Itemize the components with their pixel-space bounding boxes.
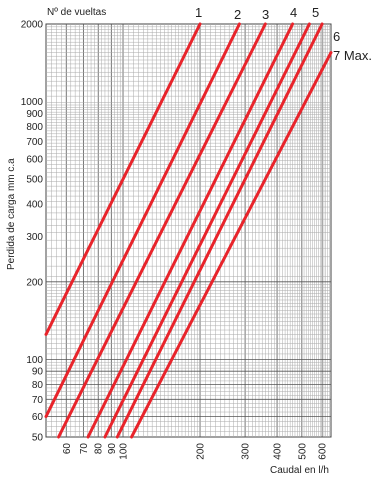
y-tick-label: 90	[32, 367, 44, 378]
x-tick-label: 80	[94, 443, 105, 455]
x-tick-label: 300	[241, 443, 252, 460]
series-line-2	[44, 22, 241, 419]
x-tick-label: 500	[297, 443, 308, 460]
y-tick-label: 600	[26, 154, 43, 165]
x-tick-labels: 60 70 80 90 100 200 300 400 500 600	[62, 443, 329, 460]
y-tick-label: 500	[26, 175, 43, 186]
x-tick-label: 600	[318, 443, 329, 460]
y-tick-label: 80	[32, 380, 44, 391]
curve-label-5: 5	[312, 5, 319, 20]
curve-labels: 1 2 3 4 56 7 Max.	[195, 5, 372, 63]
curve-label-1: 1	[195, 5, 202, 20]
series-line-4	[86, 22, 295, 439]
y-tick-label: 800	[26, 122, 43, 133]
x-tick-label: 100	[119, 443, 130, 460]
series-line-7	[130, 51, 333, 439]
corner-label: Nº de vueltas	[47, 7, 106, 18]
x-tick-label: 60	[62, 443, 73, 455]
y-tick-label: 100	[26, 355, 43, 366]
curve-label-4: 4	[290, 5, 297, 20]
series-line-5	[103, 22, 311, 439]
y-tick-label: 400	[26, 200, 43, 211]
x-tick-label: 200	[196, 443, 207, 460]
chart-curves	[44, 22, 333, 439]
x-axis-title: Caudal en l/h	[270, 465, 329, 476]
y-tick-label: 300	[26, 232, 43, 243]
y-tick-label: 2000	[21, 20, 44, 31]
y-tick-label: 700	[26, 137, 43, 148]
curve-label-6: 6	[333, 29, 340, 44]
y-tick-label: 200	[26, 277, 43, 288]
y-axis-title: Perdida de carga mm c.a	[6, 158, 17, 270]
y-tick-label: 60	[32, 412, 44, 423]
y-tick-label: 900	[26, 109, 43, 120]
y-tick-label: 1000	[21, 97, 44, 108]
y-tick-label: 70	[32, 395, 44, 406]
y-tick-label: 50	[32, 433, 44, 444]
curve-label-2: 2	[234, 7, 241, 22]
series-line-3	[57, 22, 267, 439]
x-tick-label: 70	[79, 443, 90, 455]
curve-label-7: 7 Max.	[333, 48, 372, 63]
series-line-6	[115, 22, 324, 439]
series-line-1	[44, 22, 202, 336]
curve-label-3: 3	[262, 7, 269, 22]
x-tick-label: 400	[273, 443, 284, 460]
x-tick-label: 90	[107, 443, 118, 455]
